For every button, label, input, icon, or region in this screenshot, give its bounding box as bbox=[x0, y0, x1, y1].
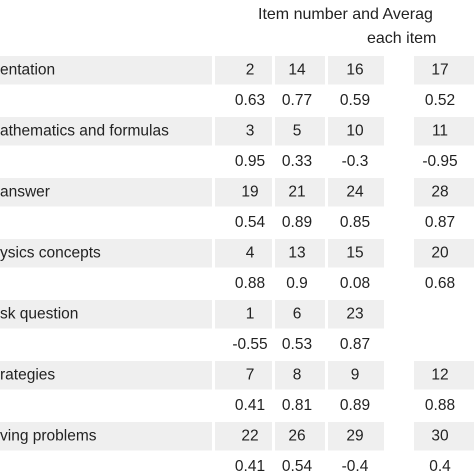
row-label: ysics concepts bbox=[0, 244, 101, 261]
item-number: 6 bbox=[293, 305, 302, 322]
row-label: sk question bbox=[0, 305, 78, 322]
item-average: -0.95 bbox=[422, 153, 457, 170]
item-number: 30 bbox=[431, 427, 449, 444]
row-background bbox=[215, 239, 272, 268]
item-number: 13 bbox=[288, 244, 305, 261]
row-background bbox=[328, 117, 384, 146]
row-background bbox=[215, 178, 272, 207]
item-number: 14 bbox=[288, 61, 306, 78]
item-number: 28 bbox=[431, 183, 448, 200]
row-background bbox=[275, 178, 325, 207]
row-background bbox=[215, 422, 272, 451]
item-average: 0.81 bbox=[282, 397, 312, 414]
row-background bbox=[275, 239, 325, 268]
header-line: each item bbox=[367, 30, 436, 47]
item-number: 4 bbox=[246, 244, 255, 261]
item-number: 5 bbox=[293, 122, 302, 139]
item-average: 0.52 bbox=[425, 92, 455, 109]
item-average: 0.54 bbox=[235, 214, 266, 231]
item-number: 9 bbox=[351, 366, 360, 383]
item-number: 12 bbox=[431, 366, 448, 383]
item-number: 1 bbox=[246, 305, 255, 322]
row-background bbox=[275, 300, 325, 329]
item-average: 0.87 bbox=[340, 336, 370, 353]
row-background bbox=[215, 361, 272, 390]
row-label: rategies bbox=[0, 366, 55, 383]
item-average: 0.4 bbox=[429, 458, 451, 474]
item-number: 29 bbox=[346, 427, 363, 444]
item-average: 0.85 bbox=[340, 214, 370, 231]
item-average: 0.95 bbox=[235, 153, 265, 170]
item-average: 0.88 bbox=[235, 275, 265, 292]
item-average: 0.88 bbox=[425, 397, 455, 414]
row-background bbox=[215, 300, 272, 329]
item-number: 20 bbox=[431, 244, 449, 261]
row-background bbox=[414, 56, 474, 85]
row-background bbox=[328, 361, 384, 390]
row-background bbox=[0, 422, 212, 451]
row-label: athematics and formulas bbox=[0, 122, 169, 139]
item-number: 16 bbox=[346, 61, 363, 78]
row-background bbox=[0, 361, 212, 390]
row-background bbox=[215, 56, 272, 85]
row-background bbox=[414, 117, 474, 146]
row-background bbox=[414, 361, 474, 390]
row-background bbox=[328, 300, 384, 329]
row-background bbox=[328, 56, 384, 85]
row-background bbox=[0, 117, 212, 146]
item-number: 7 bbox=[246, 366, 255, 383]
item-number: 23 bbox=[346, 305, 363, 322]
item-average: 0.54 bbox=[282, 458, 313, 474]
item-number: 22 bbox=[241, 427, 258, 444]
item-average: 0.77 bbox=[282, 92, 312, 109]
item-average: 0.41 bbox=[235, 458, 265, 474]
row-background bbox=[414, 422, 474, 451]
item-average: 0.9 bbox=[286, 275, 308, 292]
item-number: 15 bbox=[346, 244, 363, 261]
header-line: Item number and Averag bbox=[258, 6, 433, 23]
row-label: ving problems bbox=[0, 427, 97, 444]
row-label: entation bbox=[0, 61, 55, 78]
row-label: answer bbox=[0, 183, 50, 200]
item-average: -0.3 bbox=[342, 153, 369, 170]
item-number: 17 bbox=[431, 61, 448, 78]
item-number: 8 bbox=[293, 366, 302, 383]
item-average: 0.53 bbox=[282, 336, 312, 353]
item-average: 0.08 bbox=[340, 275, 370, 292]
item-number: 26 bbox=[288, 427, 305, 444]
item-number: 19 bbox=[241, 183, 258, 200]
item-average: 0.89 bbox=[282, 214, 312, 231]
item-average: -0.55 bbox=[232, 336, 267, 353]
row-background bbox=[414, 178, 474, 207]
item-number: 21 bbox=[288, 183, 305, 200]
row-background bbox=[414, 239, 474, 268]
row-background bbox=[328, 239, 384, 268]
item-number: 10 bbox=[346, 122, 364, 139]
row-background bbox=[328, 178, 384, 207]
item-number: 24 bbox=[346, 183, 364, 200]
row-background bbox=[275, 117, 325, 146]
row-background bbox=[275, 422, 325, 451]
row-background bbox=[275, 361, 325, 390]
item-average: 0.63 bbox=[235, 92, 265, 109]
item-number: 2 bbox=[246, 61, 255, 78]
row-background bbox=[0, 178, 212, 207]
item-average: 0.59 bbox=[340, 92, 370, 109]
item-number: 3 bbox=[246, 122, 255, 139]
row-background bbox=[0, 239, 212, 268]
row-background bbox=[215, 117, 272, 146]
item-average: 0.87 bbox=[425, 214, 455, 231]
row-background bbox=[0, 300, 212, 329]
item-average: 0.68 bbox=[425, 275, 455, 292]
item-average: 0.33 bbox=[282, 153, 312, 170]
row-background bbox=[0, 56, 212, 85]
row-background bbox=[275, 56, 325, 85]
item-average: 0.89 bbox=[340, 397, 370, 414]
item-average: -0.4 bbox=[342, 458, 369, 474]
row-background bbox=[328, 422, 384, 451]
item-number: 11 bbox=[432, 122, 448, 139]
item-average: 0.41 bbox=[235, 397, 265, 414]
